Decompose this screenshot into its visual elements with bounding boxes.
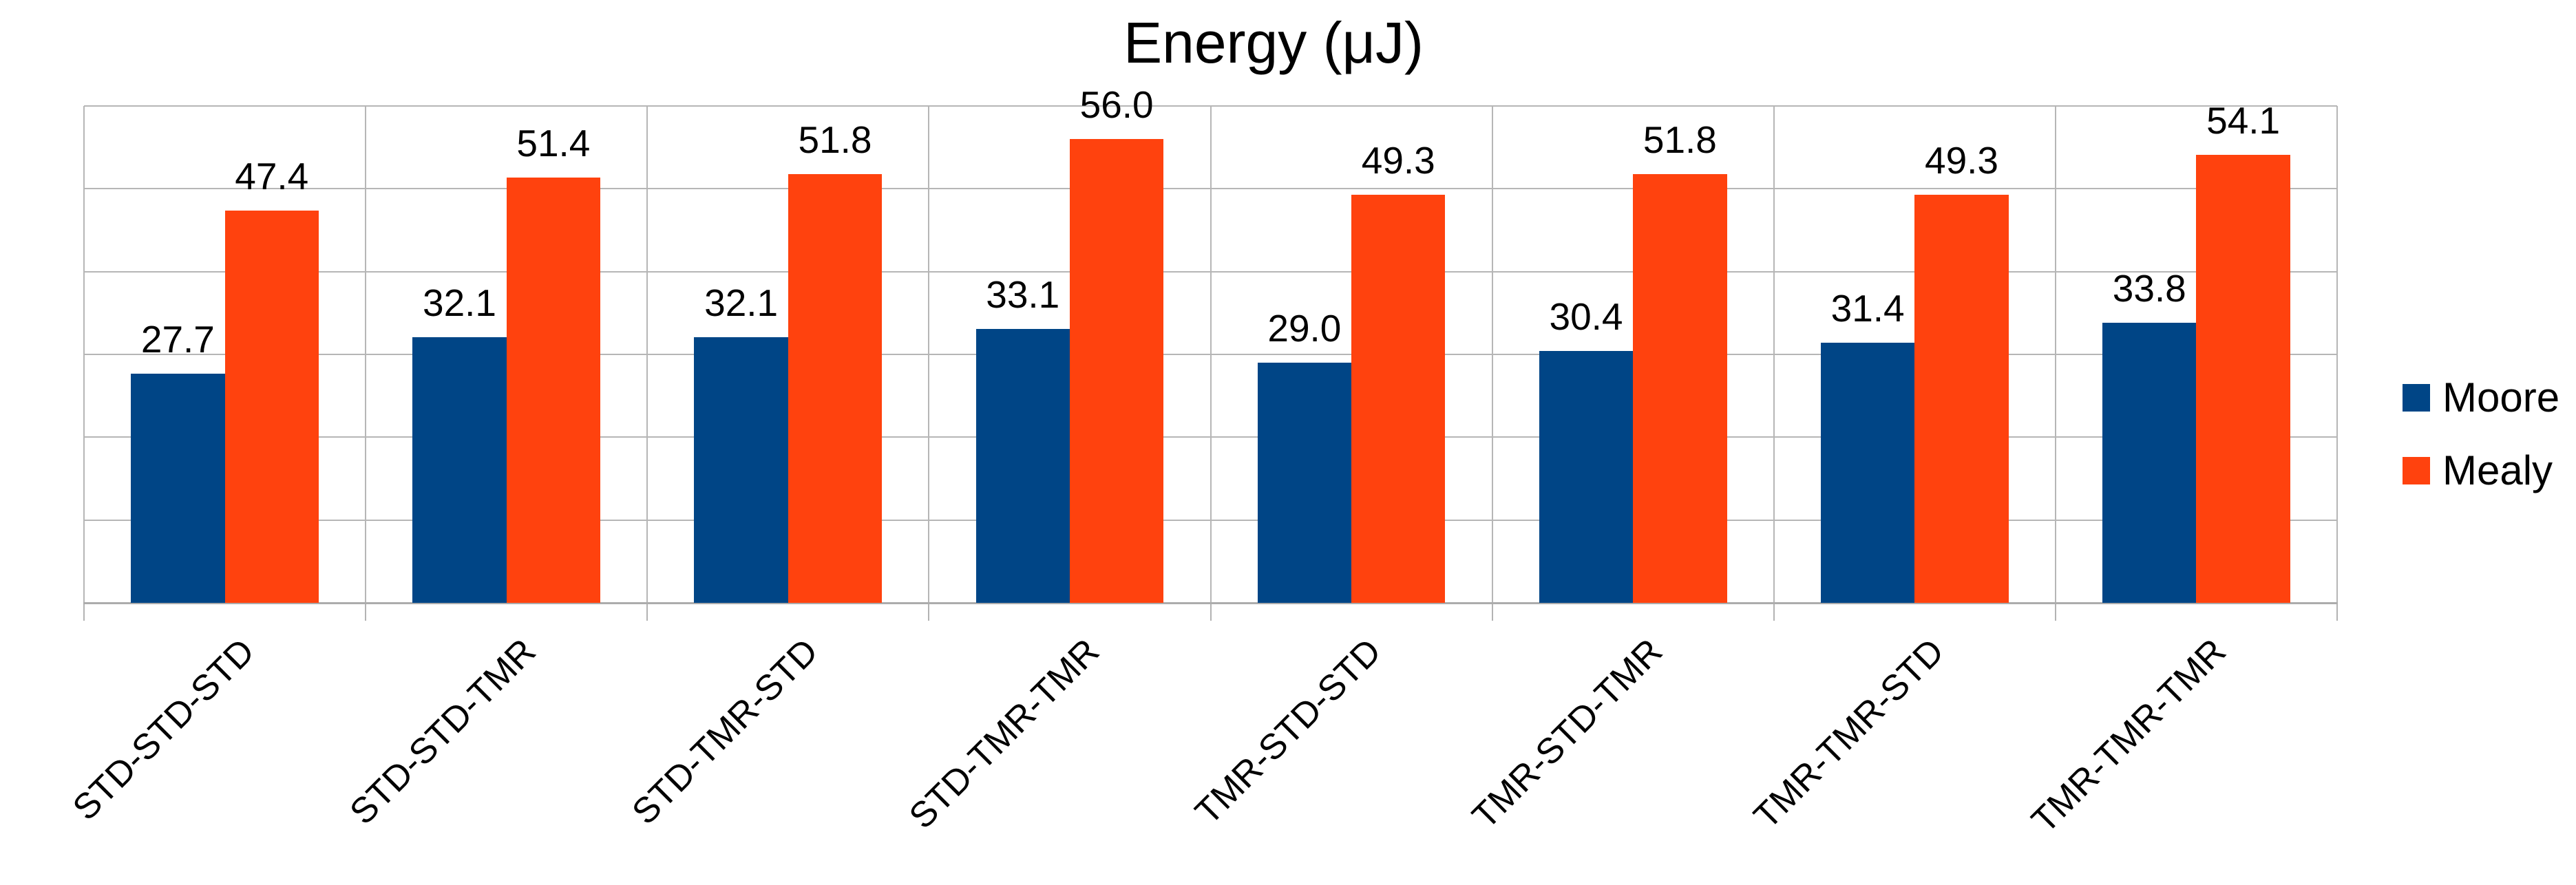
- gridline-v: [83, 106, 85, 603]
- tick-mark: [365, 603, 367, 621]
- legend: Moore Mealy: [2403, 377, 2559, 491]
- value-label: 54.1: [2206, 99, 2281, 142]
- value-label: 47.4: [235, 154, 309, 198]
- bar-mealy: [788, 173, 883, 603]
- bar-mealy: [2196, 155, 2290, 603]
- tick-mark: [1773, 603, 1775, 621]
- gridline-v: [2336, 106, 2338, 603]
- gridline-v: [646, 106, 648, 603]
- tick-mark: [83, 603, 85, 621]
- tick-mark: [646, 603, 648, 621]
- value-label: 33.8: [2112, 267, 2186, 310]
- value-label: 27.7: [140, 317, 215, 361]
- bar-moore: [412, 337, 507, 603]
- legend-label: Mealy: [2442, 447, 2553, 493]
- bar-moore: [1257, 363, 1352, 603]
- bar-moore: [1539, 351, 1634, 603]
- legend-swatch-mealy: [2403, 457, 2430, 484]
- value-label: 32.1: [422, 281, 497, 324]
- value-label: 30.4: [1549, 295, 1623, 339]
- gridline-v: [2054, 106, 2056, 603]
- value-label: 51.8: [798, 118, 872, 161]
- gridline-v: [1491, 106, 1493, 603]
- bar-mealy: [224, 210, 319, 603]
- value-label: 33.1: [986, 273, 1060, 316]
- value-label: 29.0: [1267, 307, 1342, 350]
- x-tick-label: TMR-STD-TMR: [1465, 631, 1671, 837]
- legend-item-moore: Moore: [2403, 377, 2559, 418]
- legend-label: Moore: [2442, 374, 2560, 420]
- value-label: 49.3: [1924, 138, 1999, 182]
- value-label: 31.4: [1830, 287, 1905, 330]
- bar-mealy: [1914, 194, 2009, 603]
- chart-title: Energy (μJ): [1123, 10, 1424, 75]
- value-label: 49.3: [1361, 138, 1435, 182]
- bar-mealy: [1069, 139, 1164, 603]
- x-tick-label: STD-TMR-STD: [624, 631, 826, 833]
- x-tick-label: STD-TMR-TMR: [901, 631, 1108, 837]
- bar-moore: [694, 337, 788, 603]
- bar-mealy: [506, 177, 601, 603]
- gridline-v: [1210, 106, 1212, 603]
- plot-area: 27.7 32.1 32.1 33.1 29.0 30.4 31.4 33.8 47.4 51.4…: [83, 86, 2338, 621]
- bar-moore: [2102, 323, 2197, 603]
- bar-mealy: [1351, 194, 1446, 603]
- tick-mark: [2336, 603, 2338, 621]
- x-tick-label: TMR-TMR-TMR: [2024, 631, 2234, 841]
- bar-mealy: [1633, 173, 1727, 603]
- tick-mark: [2054, 603, 2056, 621]
- legend-swatch-moore: [2403, 384, 2430, 412]
- bar-moore: [975, 328, 1070, 603]
- value-label: 51.4: [516, 121, 591, 164]
- value-label: 32.1: [704, 281, 779, 324]
- bar-moore: [1820, 343, 1915, 603]
- bar-moore: [131, 373, 225, 603]
- value-label: 56.0: [1079, 83, 1154, 127]
- tick-mark: [928, 603, 930, 621]
- value-label: 51.8: [1643, 118, 1717, 161]
- gridline-v: [1773, 106, 1775, 603]
- x-tick-label: STD-STD-TMR: [342, 631, 544, 833]
- x-tick-label: STD-STD-STD: [65, 631, 262, 829]
- legend-item-mealy: Mealy: [2403, 450, 2559, 491]
- tick-mark: [1210, 603, 1212, 621]
- x-tick-label: TMR-TMR-STD: [1746, 631, 1952, 837]
- x-axis-line: [83, 602, 2338, 604]
- x-tick-label: TMR-STD-STD: [1187, 631, 1389, 833]
- tick-mark: [1491, 603, 1493, 621]
- gridline-v: [928, 106, 930, 603]
- gridline-v: [365, 106, 367, 603]
